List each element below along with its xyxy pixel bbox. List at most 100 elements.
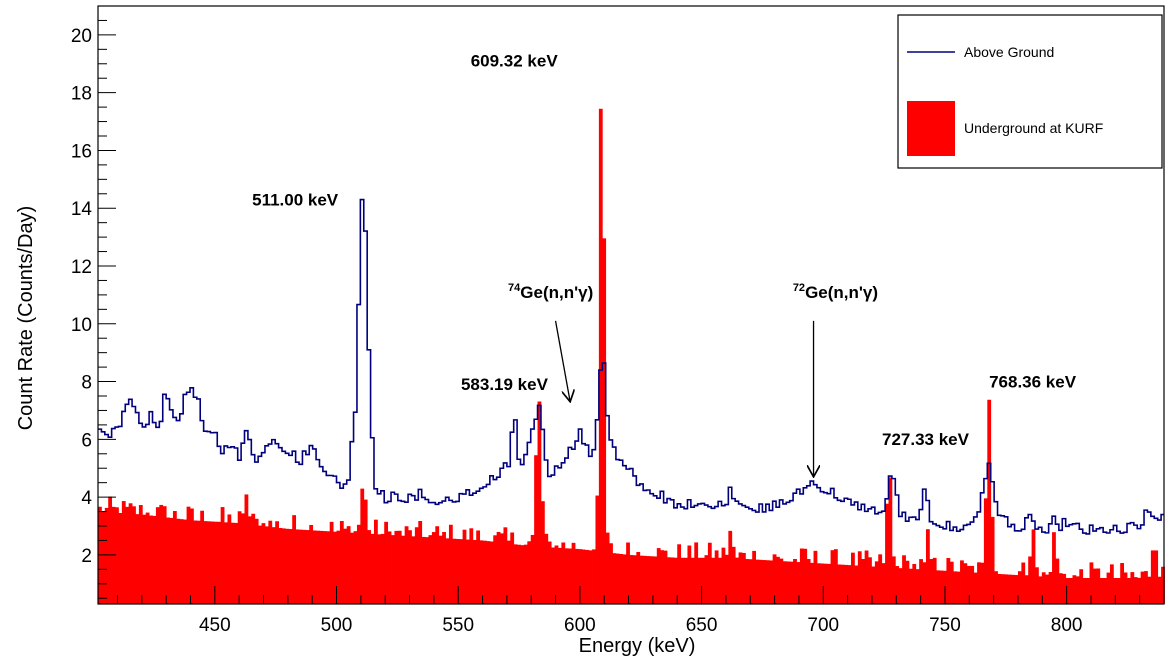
underground-bin [707, 542, 712, 604]
y-tick-label: 4 [81, 488, 92, 509]
underground-bin [159, 504, 164, 604]
underground-bin [162, 506, 167, 604]
underground-bin [128, 503, 133, 604]
peak-annotation: 511.00 keV [252, 190, 339, 209]
underground-bin [217, 521, 222, 604]
underground-bin [953, 571, 958, 604]
underground-bin [1130, 572, 1135, 604]
x-tick-label: 550 [442, 615, 474, 636]
underground-bin [476, 530, 481, 604]
x-tick-label: 650 [686, 615, 718, 636]
underground-bin [1011, 574, 1015, 604]
underground-bin [537, 401, 542, 604]
underground-bin [288, 529, 293, 604]
y-tick-label: 2 [81, 546, 92, 567]
underground-bin [285, 528, 290, 604]
underground-bin [108, 496, 113, 604]
underground-bin [1144, 571, 1148, 604]
underground-bin [414, 527, 419, 604]
underground-bin [268, 520, 273, 604]
underground-bin [857, 551, 862, 604]
underground-bin [946, 557, 951, 604]
underground-bin [1113, 578, 1118, 604]
underground-bin [960, 560, 964, 604]
underground-bin [230, 522, 235, 604]
underground-bin [166, 517, 170, 604]
underground-bin [152, 515, 157, 604]
underground-bin [172, 510, 177, 604]
underground-bin [1058, 573, 1063, 604]
axes: 450 500 550 600 650 700 750 800 2 4 6 8 10 12 14 16 18 20 [71, 5, 1165, 636]
underground-bin [380, 533, 385, 604]
underground-bin [523, 544, 528, 604]
underground-bin [391, 535, 395, 604]
underground-bin [714, 550, 719, 604]
x-axis-label: Energy (keV) [579, 635, 696, 657]
underground-bin [670, 557, 675, 604]
underground-bin [571, 542, 576, 604]
underground-bin [816, 563, 821, 604]
underground-bin [527, 541, 532, 604]
underground-bin [684, 557, 688, 604]
underground-bin [837, 564, 842, 604]
underground-bin [748, 559, 753, 604]
underground-bin [806, 559, 811, 604]
underground-bin [234, 522, 239, 604]
underground-bin [844, 564, 849, 604]
underground-bin [200, 510, 205, 604]
underground-bin [319, 530, 324, 604]
underground-bin [977, 562, 981, 604]
underground-bin [278, 527, 283, 604]
underground-bin [1150, 550, 1155, 604]
underground-bin [264, 526, 269, 604]
underground-bin [646, 556, 651, 604]
underground-bin [936, 570, 941, 604]
underground-bin [656, 548, 661, 604]
y-tick-label: 18 [71, 84, 92, 105]
underground-series [98, 108, 1165, 604]
y-tick-label: 12 [71, 257, 92, 278]
underground-bin [779, 558, 784, 604]
underground-bin [237, 511, 242, 604]
underground-bin [530, 534, 535, 604]
underground-bin [346, 526, 351, 604]
underground-bin [169, 517, 174, 604]
underground-bin [401, 535, 406, 604]
underground-bin [895, 566, 900, 604]
underground-bin [292, 515, 297, 604]
underground-bin [1123, 572, 1128, 604]
underground-bin [373, 519, 378, 604]
peak-annotation: 583.19 keV [461, 375, 549, 394]
underground-bin [1004, 574, 1009, 604]
underground-bin [363, 499, 368, 604]
x-tick-label: 750 [929, 615, 961, 636]
underground-bin [1052, 532, 1056, 604]
underground-bin [496, 531, 501, 604]
underground-bin [677, 544, 682, 604]
underground-bin [874, 561, 879, 604]
underground-bin [176, 518, 181, 604]
underground-bin [762, 560, 767, 604]
underground-bin [394, 530, 399, 604]
underground-bin [1000, 574, 1005, 604]
underground-bin [1103, 578, 1107, 604]
x-tick-label: 500 [321, 615, 353, 636]
underground-bin [251, 513, 256, 604]
underground-bin [322, 531, 327, 604]
underground-bin [595, 495, 600, 604]
underground-bin [728, 530, 733, 604]
underground-bin [493, 535, 498, 604]
x-tick-label: 450 [199, 615, 231, 636]
underground-bin [350, 532, 354, 604]
underground-bin [145, 512, 150, 604]
underground-bin [431, 532, 436, 604]
underground-bin [271, 527, 276, 604]
underground-bin [772, 554, 777, 604]
underground-bin [224, 522, 228, 604]
underground-bin [459, 539, 463, 604]
underground-bin [786, 561, 791, 604]
underground-bin [871, 566, 876, 604]
underground-bin [735, 557, 739, 604]
underground-bin [929, 558, 934, 604]
